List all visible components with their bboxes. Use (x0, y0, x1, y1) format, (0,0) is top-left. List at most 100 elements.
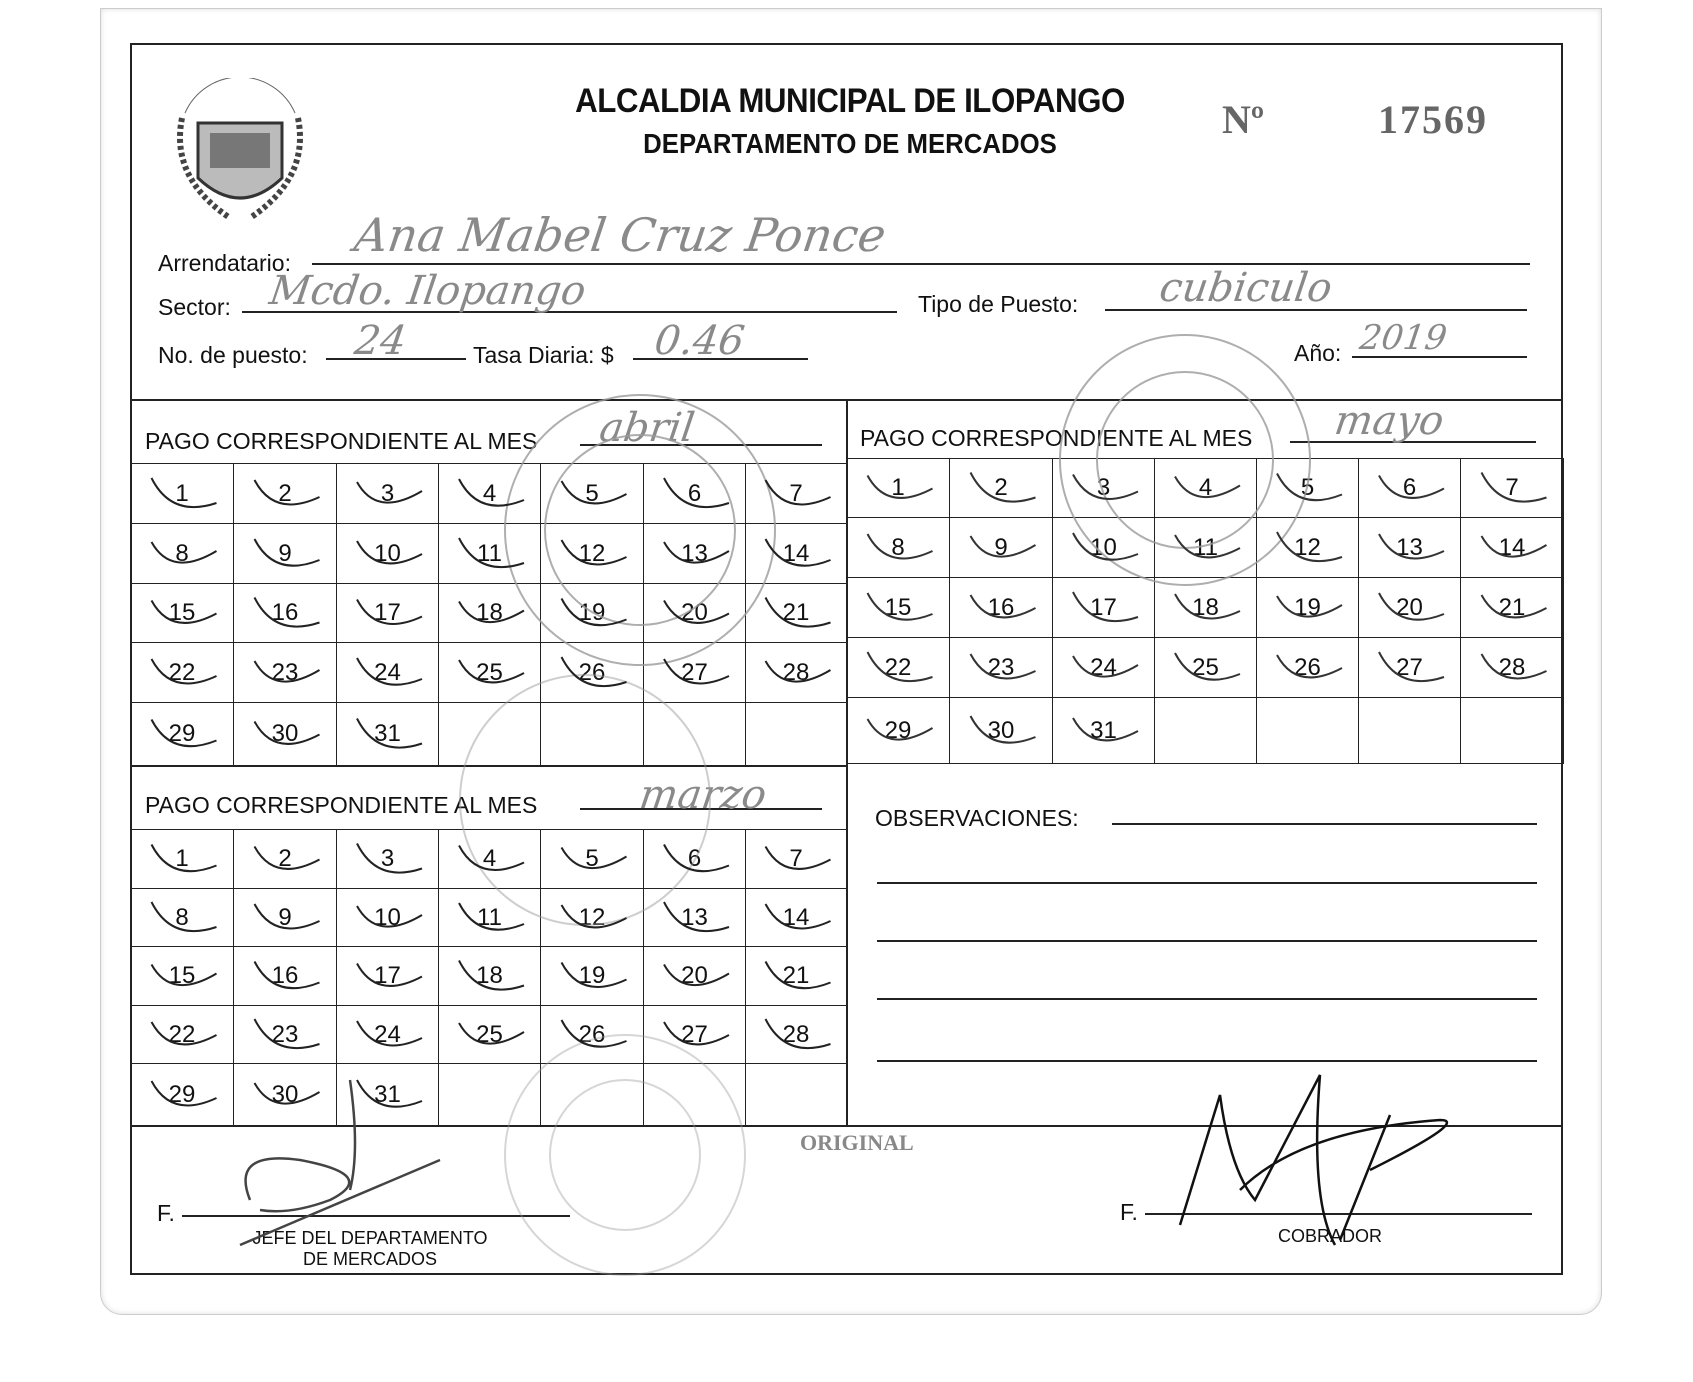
day-cell[interactable]: 26 (540, 642, 644, 703)
day-cell[interactable]: 19 (540, 583, 644, 643)
day-cell[interactable]: 13 (643, 523, 746, 584)
day-cell[interactable]: 3 (1052, 458, 1155, 518)
day-cell[interactable]: 21 (1460, 577, 1564, 638)
day-cell[interactable]: 1 (130, 463, 234, 524)
day-cell[interactable]: 15 (846, 577, 950, 638)
day-cell[interactable]: 24 (1052, 637, 1155, 698)
observaciones-line[interactable] (877, 940, 1537, 942)
day-cell[interactable]: 20 (1358, 577, 1461, 638)
day-cell[interactable]: 17 (1052, 577, 1155, 638)
day-cell[interactable]: 2 (233, 829, 337, 889)
day-cell[interactable]: 24 (336, 1005, 439, 1064)
day-cell[interactable]: 19 (540, 946, 644, 1006)
day-cell[interactable]: 5 (1256, 458, 1359, 518)
day-cell[interactable]: 2 (233, 463, 337, 524)
day-cell[interactable]: 27 (643, 1005, 746, 1064)
day-cell[interactable]: 12 (1256, 517, 1359, 578)
day-cell[interactable]: 21 (745, 946, 847, 1006)
day-cell[interactable]: 22 (846, 637, 950, 698)
day-cell[interactable]: 22 (130, 642, 234, 703)
day-cell[interactable]: 9 (233, 888, 337, 947)
day-cell[interactable]: 10 (1052, 517, 1155, 578)
day-cell[interactable]: 27 (1358, 637, 1461, 698)
day-cell[interactable]: 13 (1358, 517, 1461, 578)
day-cell[interactable]: 8 (846, 517, 950, 578)
day-cell[interactable]: 5 (540, 463, 644, 524)
day-cell[interactable]: 23 (233, 1005, 337, 1064)
day-cell[interactable]: 3 (336, 463, 439, 524)
day-cell[interactable]: 30 (233, 1063, 337, 1126)
day-cell[interactable]: 12 (540, 523, 644, 584)
day-cell[interactable]: 25 (438, 642, 541, 703)
day-cell[interactable]: 18 (438, 583, 541, 643)
day-cell[interactable]: 14 (1460, 517, 1564, 578)
day-cell[interactable]: 5 (540, 829, 644, 889)
day-cell[interactable]: 20 (643, 583, 746, 643)
day-cell[interactable]: 17 (336, 946, 439, 1006)
day-cell[interactable]: 27 (643, 642, 746, 703)
day-cell[interactable]: 6 (643, 463, 746, 524)
day-cell[interactable]: 12 (540, 888, 644, 947)
day-number: 18 (1192, 593, 1219, 621)
observaciones-line[interactable] (877, 998, 1537, 1000)
day-cell[interactable]: 25 (1154, 637, 1257, 698)
day-cell[interactable]: 8 (130, 523, 234, 584)
day-cell[interactable]: 20 (643, 946, 746, 1006)
day-cell[interactable]: 30 (233, 702, 337, 766)
day-cell[interactable]: 29 (130, 1063, 234, 1126)
day-cell[interactable]: 16 (949, 577, 1053, 638)
day-cell[interactable]: 2 (949, 458, 1053, 518)
day-cell[interactable]: 9 (949, 517, 1053, 578)
day-cell[interactable]: 22 (130, 1005, 234, 1064)
day-cell[interactable]: 10 (336, 888, 439, 947)
day-cell[interactable]: 26 (1256, 637, 1359, 698)
day-cell[interactable]: 18 (1154, 577, 1257, 638)
day-cell[interactable]: 24 (336, 642, 439, 703)
day-cell[interactable]: 25 (438, 1005, 541, 1064)
observaciones-line[interactable] (877, 882, 1537, 884)
day-cell[interactable]: 23 (949, 637, 1053, 698)
day-cell[interactable]: 31 (336, 1063, 439, 1126)
day-cell[interactable]: 29 (846, 697, 950, 764)
day-cell[interactable]: 7 (745, 829, 847, 889)
day-cell[interactable]: 28 (745, 642, 847, 703)
day-cell[interactable]: 11 (438, 523, 541, 584)
day-cell[interactable]: 10 (336, 523, 439, 584)
day-cell[interactable]: 4 (438, 463, 541, 524)
day-cell[interactable]: 8 (130, 888, 234, 947)
day-cell[interactable]: 28 (1460, 637, 1564, 698)
day-cell[interactable]: 31 (1052, 697, 1155, 764)
day-cell[interactable]: 6 (643, 829, 746, 889)
day-cell[interactable]: 16 (233, 583, 337, 643)
day-cell[interactable]: 30 (949, 697, 1053, 764)
day-cell[interactable]: 11 (1154, 517, 1257, 578)
day-cell[interactable]: 7 (745, 463, 847, 524)
day-cell[interactable]: 23 (233, 642, 337, 703)
tipo-puesto-line (1105, 309, 1527, 311)
day-cell[interactable]: 21 (745, 583, 847, 643)
day-cell[interactable]: 15 (130, 946, 234, 1006)
day-cell[interactable]: 1 (846, 458, 950, 518)
day-cell[interactable]: 11 (438, 888, 541, 947)
day-cell[interactable]: 31 (336, 702, 439, 766)
day-cell[interactable]: 14 (745, 523, 847, 584)
day-cell[interactable]: 29 (130, 702, 234, 766)
observaciones-line[interactable] (877, 1060, 1537, 1062)
day-cell[interactable]: 1 (130, 829, 234, 889)
day-cell[interactable]: 26 (540, 1005, 644, 1064)
day-cell[interactable]: 3 (336, 829, 439, 889)
day-cell[interactable]: 4 (1154, 458, 1257, 518)
day-cell[interactable]: 17 (336, 583, 439, 643)
day-cell[interactable]: 6 (1358, 458, 1461, 518)
day-cell[interactable]: 7 (1460, 458, 1564, 518)
observaciones-line[interactable] (1112, 823, 1537, 825)
day-cell[interactable]: 13 (643, 888, 746, 947)
day-cell[interactable]: 4 (438, 829, 541, 889)
day-cell[interactable]: 9 (233, 523, 337, 584)
day-cell[interactable]: 14 (745, 888, 847, 947)
day-cell[interactable]: 28 (745, 1005, 847, 1064)
day-cell[interactable]: 18 (438, 946, 541, 1006)
day-cell[interactable]: 16 (233, 946, 337, 1006)
day-cell[interactable]: 19 (1256, 577, 1359, 638)
day-cell[interactable]: 15 (130, 583, 234, 643)
